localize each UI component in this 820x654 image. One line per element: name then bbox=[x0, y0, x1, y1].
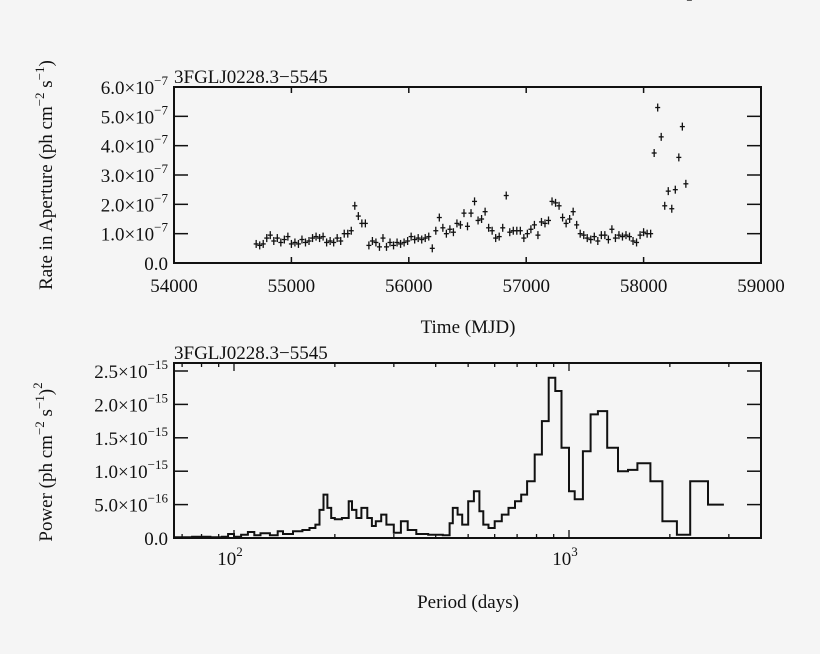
top-plot-frame bbox=[173, 86, 762, 264]
y-tick-label: 1.0×10−7 bbox=[101, 220, 169, 246]
top-x-ticks: 54000 55000 56000 57000 58000 59000 bbox=[150, 87, 785, 297]
y-tick-label: 4.0×10−7 bbox=[101, 132, 169, 158]
x-tick-label: 55000 bbox=[268, 276, 316, 297]
periodogram-step-line bbox=[174, 376, 724, 539]
top-x-axis-label: Time (MJD) bbox=[421, 317, 516, 338]
y-tick-label: 0.0 bbox=[144, 529, 168, 550]
y-tick-label: 2.0×10−15 bbox=[94, 390, 168, 416]
y-tick-label: 5.0×10−7 bbox=[101, 102, 169, 128]
y-tick-label: 0.0 bbox=[144, 254, 168, 275]
x-tick-label: 103 bbox=[552, 544, 578, 570]
bottom-x-axis-label: Period (days) bbox=[417, 592, 519, 613]
y-tick-label: 3.0×10−7 bbox=[101, 161, 169, 187]
top-y-ticks: 0.0 1.0×10−7 2.0×10−7 3.0×10−7 4.0×10−7 5.0×1… bbox=[101, 73, 761, 275]
x-tick-label: 56000 bbox=[385, 276, 433, 297]
x-tick-label: 58000 bbox=[620, 276, 668, 297]
y-tick-label: 1.5×10−15 bbox=[94, 424, 168, 450]
y-tick-label: 2.5×10−15 bbox=[94, 357, 168, 383]
top-plot-title: 3FGLJ0228.3−5545 bbox=[174, 67, 328, 88]
light-curve-plot: 3FGLJ0228.3−5545 54000 55000 56000 57000 580… bbox=[32, 0, 785, 338]
light-curve-points bbox=[253, 0, 692, 253]
y-tick-label: 2.0×10−7 bbox=[101, 190, 169, 216]
bottom-plot-frame bbox=[173, 362, 762, 539]
y-tick-label: 6.0×10−7 bbox=[101, 73, 169, 99]
bottom-plot-title: 3FGLJ0228.3−5545 bbox=[174, 343, 328, 364]
bottom-y-ticks: 0.0 5.0×10−16 1.0×10−15 1.5×10−15 2.0×10−15 2… bbox=[94, 357, 761, 550]
x-tick-label: 102 bbox=[217, 544, 243, 570]
x-tick-label: 54000 bbox=[150, 276, 198, 297]
y-tick-label: 1.0×10−15 bbox=[94, 457, 168, 483]
top-y-axis-label: Rate in Aperture (ph cm−2 s−1) bbox=[32, 60, 57, 290]
bottom-x-ticks: 102 103 bbox=[181, 363, 730, 570]
bottom-y-axis-label: Power (ph cm−2 s−1)2 bbox=[30, 382, 57, 541]
x-tick-label: 59000 bbox=[737, 276, 785, 297]
x-tick-label: 57000 bbox=[502, 276, 550, 297]
periodogram-plot: 3FGLJ0228.3−5545 102 103 0.0 5.0×10−16 1.0×… bbox=[30, 343, 762, 613]
y-tick-label: 5.0×10−16 bbox=[94, 491, 168, 517]
